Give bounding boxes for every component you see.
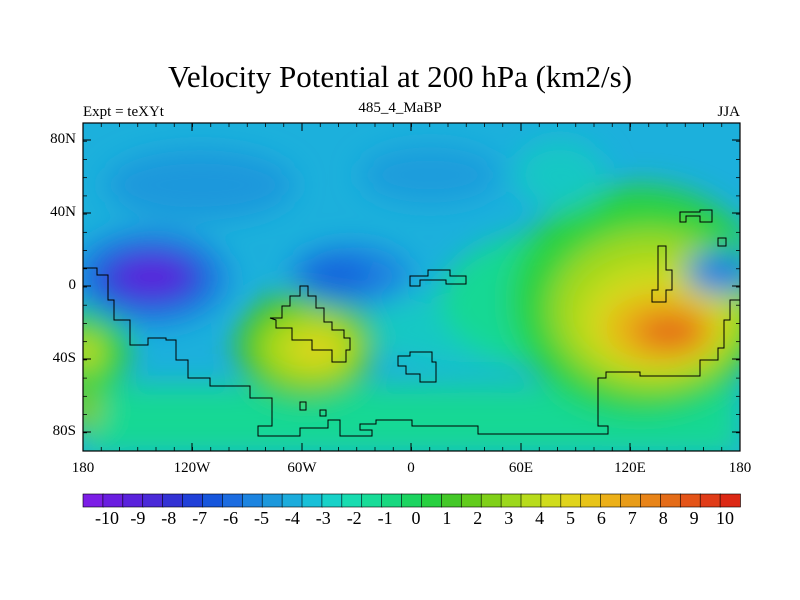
colorbar-swatch bbox=[460, 493, 482, 508]
colorbar-swatch bbox=[560, 493, 582, 508]
colorbar-swatch bbox=[82, 493, 104, 508]
colorbar-label: 10 bbox=[716, 508, 734, 528]
colorbar-swatch bbox=[122, 493, 144, 508]
colorbar-swatch bbox=[421, 493, 443, 508]
colorbar-label: -7 bbox=[192, 508, 208, 528]
coastlines bbox=[83, 209, 740, 437]
colorbar-swatch bbox=[162, 493, 184, 508]
map-title: Velocity Potential at 200 hPa (km2/s) bbox=[167, 59, 633, 94]
colorbar-label: -4 bbox=[284, 508, 300, 528]
colorbar-label: 3 bbox=[504, 508, 514, 528]
colorbar-label: 5 bbox=[566, 508, 575, 528]
run-label: 485_4_MaBP bbox=[358, 100, 442, 116]
colorbar-swatch bbox=[321, 493, 343, 508]
y-tick-label: 40N bbox=[50, 204, 76, 220]
colorbar-swatch bbox=[361, 493, 383, 508]
colorbar-swatch bbox=[500, 493, 522, 508]
x-tick-label: 120W bbox=[173, 460, 211, 476]
colorbar-swatch bbox=[202, 493, 224, 508]
colorbar-label: -3 bbox=[315, 508, 331, 528]
y-ticks bbox=[83, 139, 740, 433]
season-label: JJA bbox=[717, 104, 740, 120]
colorbar-swatch bbox=[719, 493, 741, 508]
experiment-label: Expt = teXYt bbox=[83, 104, 164, 120]
colorbar-swatch bbox=[241, 493, 263, 508]
colorbar-swatch bbox=[381, 493, 403, 508]
y-tick-label: 0 bbox=[68, 277, 77, 293]
colorbar-label: -5 bbox=[254, 508, 269, 528]
colorbar-label: 8 bbox=[658, 508, 668, 528]
x-tick-label: 60E bbox=[508, 460, 534, 476]
colorbar-label: 7 bbox=[627, 508, 637, 528]
colorbar-swatch bbox=[540, 493, 562, 508]
colorbar-label: -1 bbox=[377, 508, 393, 528]
colorbar-swatch bbox=[261, 493, 283, 508]
x-tick-label: 180 bbox=[71, 460, 95, 476]
colorbar-swatch bbox=[679, 493, 701, 508]
colorbar-swatch bbox=[580, 493, 602, 508]
colorbar-label: -6 bbox=[223, 508, 239, 528]
colorbar-swatch bbox=[660, 493, 682, 508]
colorbar-swatch bbox=[222, 493, 244, 508]
colorbar-label: -8 bbox=[161, 508, 177, 528]
colorbar-swatch bbox=[281, 493, 303, 508]
colorbar-swatch bbox=[341, 493, 363, 508]
colorbar-swatch bbox=[480, 493, 502, 508]
colorbar-swatch bbox=[401, 493, 423, 508]
colorbar-label: 4 bbox=[535, 508, 545, 528]
x-tick-label: 0 bbox=[407, 460, 415, 476]
contour-field bbox=[83, 123, 740, 451]
colorbar-swatch bbox=[441, 493, 463, 508]
colorbar-label: 2 bbox=[473, 508, 483, 528]
colorbar bbox=[82, 493, 741, 508]
y-tick-label: 80S bbox=[52, 423, 76, 439]
colorbar-swatch bbox=[520, 493, 542, 508]
colorbar-swatch bbox=[600, 493, 622, 508]
x-tick-label: 180 bbox=[728, 460, 752, 476]
colorbar-swatch bbox=[102, 493, 124, 508]
colorbar-label: -9 bbox=[130, 508, 146, 528]
colorbar-swatch bbox=[640, 493, 662, 508]
colorbar-label: 9 bbox=[689, 508, 699, 528]
x-tick-label: 60W bbox=[287, 460, 317, 476]
minor-ticks bbox=[82, 122, 741, 452]
y-tick-label: 40S bbox=[52, 350, 76, 366]
x-tick-label: 120E bbox=[614, 460, 646, 476]
colorbar-label: 0 bbox=[411, 508, 421, 528]
colorbar-label: 6 bbox=[596, 508, 606, 528]
colorbar-label: -2 bbox=[346, 508, 362, 528]
colorbar-swatch bbox=[301, 493, 323, 508]
colorbar-label: -10 bbox=[95, 508, 119, 528]
colorbar-swatch bbox=[142, 493, 164, 508]
colorbar-swatch bbox=[620, 493, 642, 508]
colorbar-label: 1 bbox=[442, 508, 452, 528]
colorbar-swatch bbox=[182, 493, 204, 508]
colorbar-swatch bbox=[699, 493, 721, 508]
y-tick-label: 80N bbox=[50, 131, 76, 147]
